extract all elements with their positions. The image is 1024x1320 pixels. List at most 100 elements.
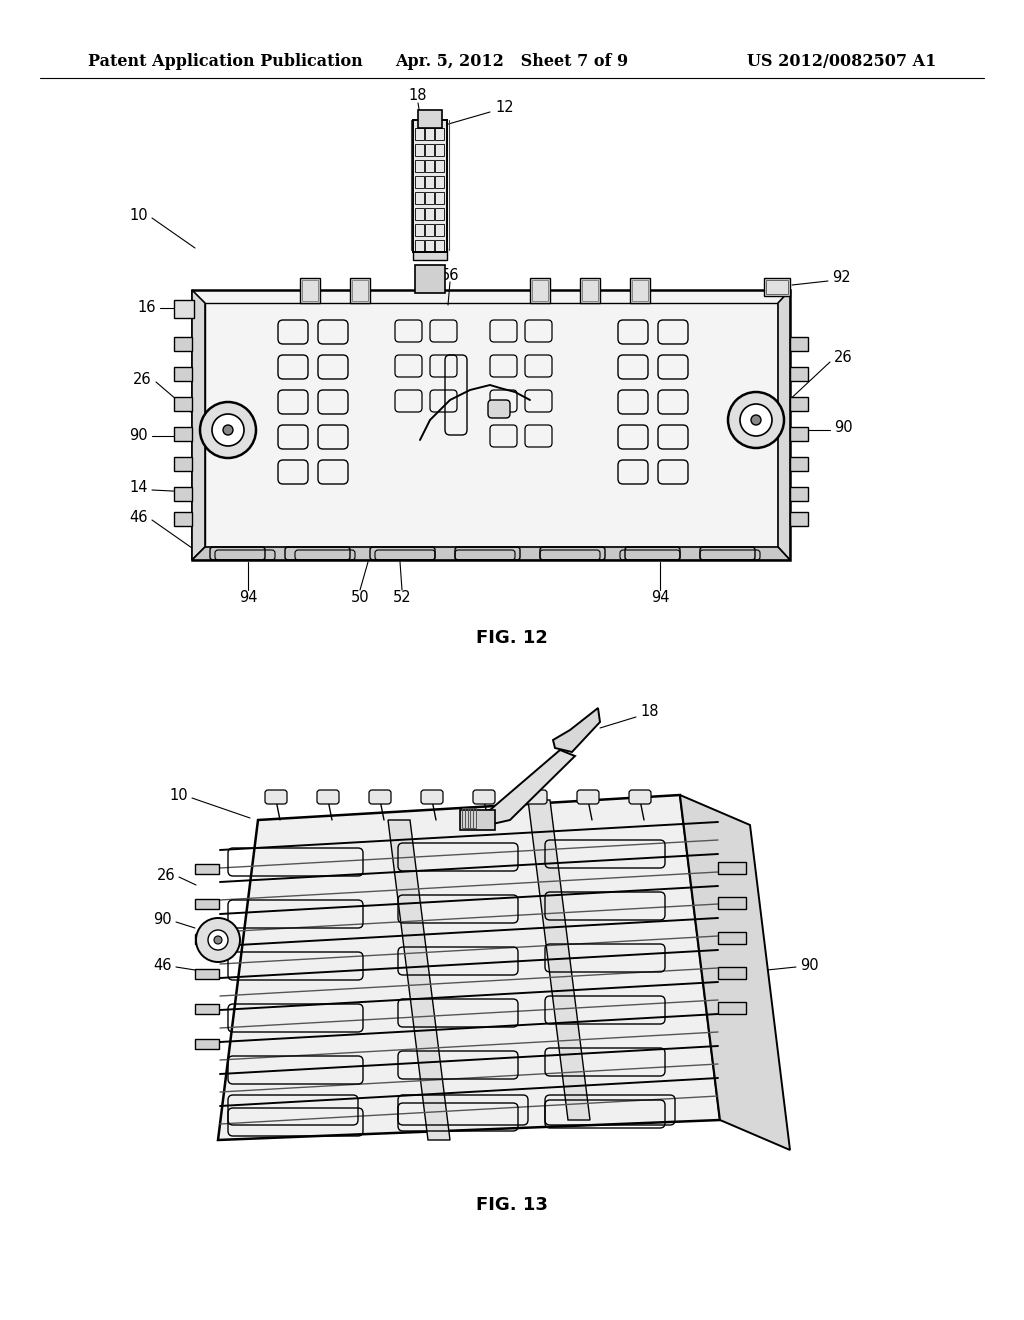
Circle shape (751, 414, 761, 425)
Bar (425, 240, 434, 252)
Bar (532, 280, 548, 301)
Bar (174, 487, 193, 502)
Circle shape (212, 414, 244, 446)
Bar (415, 160, 424, 172)
Bar (435, 209, 444, 220)
Bar (435, 224, 444, 236)
Bar (764, 279, 790, 296)
Circle shape (200, 403, 256, 458)
Bar (632, 280, 648, 301)
Bar (414, 238, 446, 249)
Polygon shape (193, 290, 205, 560)
Bar (425, 160, 434, 172)
Bar (435, 128, 444, 140)
Bar (174, 397, 193, 411)
FancyBboxPatch shape (473, 789, 495, 804)
Bar (195, 865, 219, 874)
FancyBboxPatch shape (577, 789, 599, 804)
Bar (174, 512, 193, 525)
Bar (582, 280, 598, 301)
Bar (352, 280, 368, 301)
Text: 46: 46 (129, 511, 148, 525)
Text: 26: 26 (157, 867, 175, 883)
Bar (415, 191, 424, 205)
Bar (790, 487, 808, 502)
Bar (790, 512, 808, 525)
Text: FIG. 13: FIG. 13 (476, 1196, 548, 1214)
Text: 10: 10 (129, 207, 148, 223)
Text: Apr. 5, 2012   Sheet 7 of 9: Apr. 5, 2012 Sheet 7 of 9 (395, 54, 629, 70)
Polygon shape (218, 795, 720, 1140)
Bar (300, 279, 319, 304)
Bar (413, 120, 447, 252)
Bar (718, 862, 746, 874)
FancyBboxPatch shape (488, 400, 510, 418)
Bar (415, 176, 424, 187)
Bar (790, 337, 808, 351)
Bar (435, 160, 444, 172)
Bar (718, 932, 746, 944)
FancyBboxPatch shape (629, 789, 651, 804)
Text: 90: 90 (834, 421, 853, 436)
Bar (415, 240, 424, 252)
Text: 26: 26 (834, 351, 853, 366)
Bar (790, 457, 808, 471)
Polygon shape (553, 708, 600, 752)
Bar (460, 810, 495, 830)
Text: 18: 18 (409, 87, 427, 103)
Bar (435, 144, 444, 156)
Circle shape (728, 392, 784, 447)
Text: US 2012/0082507 A1: US 2012/0082507 A1 (746, 54, 936, 70)
Bar (195, 1039, 219, 1049)
Bar (630, 279, 650, 304)
Text: 26: 26 (133, 372, 152, 388)
Text: 94: 94 (650, 590, 670, 606)
Polygon shape (468, 750, 575, 825)
Circle shape (214, 936, 222, 944)
Bar (195, 1005, 219, 1014)
Bar (415, 265, 445, 293)
Bar (425, 209, 434, 220)
FancyBboxPatch shape (369, 789, 391, 804)
Bar (415, 228, 445, 240)
Bar (174, 426, 193, 441)
Bar (790, 367, 808, 381)
Bar (174, 457, 193, 471)
Bar (425, 128, 434, 140)
Text: Patent Application Publication: Patent Application Publication (88, 54, 362, 70)
Bar (718, 1002, 746, 1014)
Text: 92: 92 (831, 271, 851, 285)
Bar (790, 397, 808, 411)
Bar (435, 191, 444, 205)
Bar (350, 279, 370, 304)
Text: 12: 12 (496, 100, 514, 116)
Text: 10: 10 (169, 788, 188, 803)
Bar (718, 898, 746, 909)
Text: 18: 18 (640, 705, 658, 719)
Bar (415, 224, 424, 236)
FancyBboxPatch shape (525, 789, 547, 804)
Text: 52: 52 (392, 590, 412, 606)
Text: FIG. 12: FIG. 12 (476, 630, 548, 647)
Bar (174, 300, 194, 318)
Text: 90: 90 (800, 957, 818, 973)
Circle shape (223, 425, 233, 436)
Bar (425, 176, 434, 187)
Polygon shape (680, 795, 790, 1150)
Bar (195, 935, 219, 944)
Bar (415, 209, 424, 220)
Bar (468, 808, 476, 828)
Bar (413, 248, 447, 260)
Bar (418, 110, 442, 128)
Bar (530, 279, 550, 304)
Polygon shape (193, 546, 790, 560)
Bar (435, 176, 444, 187)
Bar (416, 218, 444, 230)
Polygon shape (193, 290, 790, 560)
Bar (718, 968, 746, 979)
Text: 90: 90 (129, 428, 148, 442)
Bar (462, 808, 470, 828)
Bar (790, 426, 808, 441)
Bar (174, 337, 193, 351)
Text: 46: 46 (154, 957, 172, 973)
